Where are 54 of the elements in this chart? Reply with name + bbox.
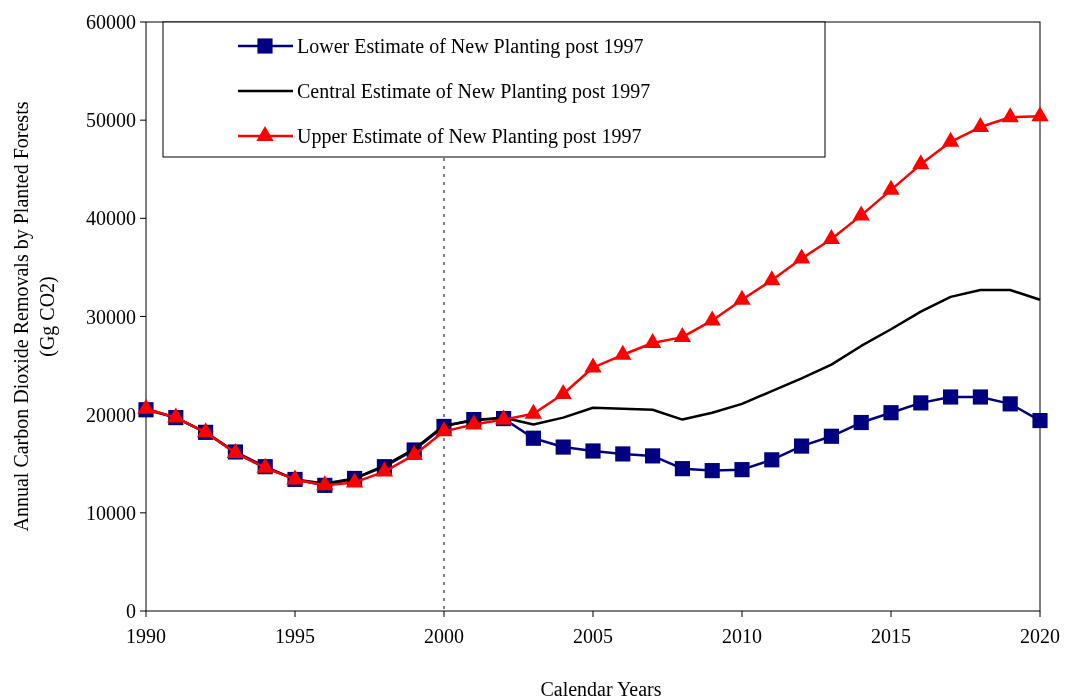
point (733, 289, 751, 305)
legend-label: Lower Estimate of New Planting post 1997 (297, 35, 644, 58)
point (913, 395, 929, 411)
point (673, 327, 692, 343)
point (883, 405, 899, 421)
point (555, 439, 571, 455)
point (941, 131, 960, 147)
point (615, 446, 631, 462)
y-tick-label: 50000 (86, 109, 136, 132)
point (584, 357, 602, 373)
y-axis-title: Annual Carbon Dioxide Removals by Planted Forests (Gg CO2) (10, 101, 59, 532)
point (763, 270, 781, 286)
point (792, 248, 811, 264)
x-tick-label: 2015 (871, 625, 911, 647)
point (1031, 106, 1049, 122)
point (704, 463, 720, 479)
point (943, 389, 959, 405)
legend-label: Upper Estimate of New Planting post 1997 (297, 125, 642, 148)
y-tick-label: 0 (126, 600, 136, 622)
point (912, 154, 930, 170)
point (794, 438, 810, 454)
legend-label: Central Estimate of New Planting post 1997 (297, 80, 651, 103)
point (734, 462, 750, 478)
y-tick-label: 10000 (86, 501, 136, 524)
point (852, 205, 870, 221)
point (643, 333, 662, 349)
x-tick-label: 2010 (722, 625, 762, 647)
x-tick-label: 1990 (126, 625, 166, 647)
point (525, 430, 541, 446)
y-tick-label: 40000 (86, 207, 136, 230)
point (1002, 396, 1018, 412)
x-tick-label: 2020 (1020, 625, 1060, 647)
x-axis-title: Calendar Years (540, 678, 662, 700)
point (674, 461, 690, 477)
point (971, 117, 990, 133)
point (823, 428, 839, 444)
point (882, 179, 900, 195)
point (554, 384, 572, 400)
point (585, 443, 601, 459)
y-tick-label: 60000 (86, 11, 136, 33)
x-tick-label: 2000 (424, 625, 464, 647)
point (1001, 107, 1019, 123)
point (822, 228, 841, 244)
point (764, 452, 780, 468)
x-tick-label: 1995 (275, 625, 315, 647)
point (853, 414, 869, 431)
point (703, 310, 721, 326)
y-tick-label: 30000 (86, 305, 136, 328)
point (972, 389, 988, 405)
x-tick-label: 2005 (573, 625, 613, 647)
point (1032, 412, 1048, 429)
point (645, 448, 661, 464)
point (614, 344, 632, 360)
y-tick-label: 20000 (86, 403, 136, 426)
